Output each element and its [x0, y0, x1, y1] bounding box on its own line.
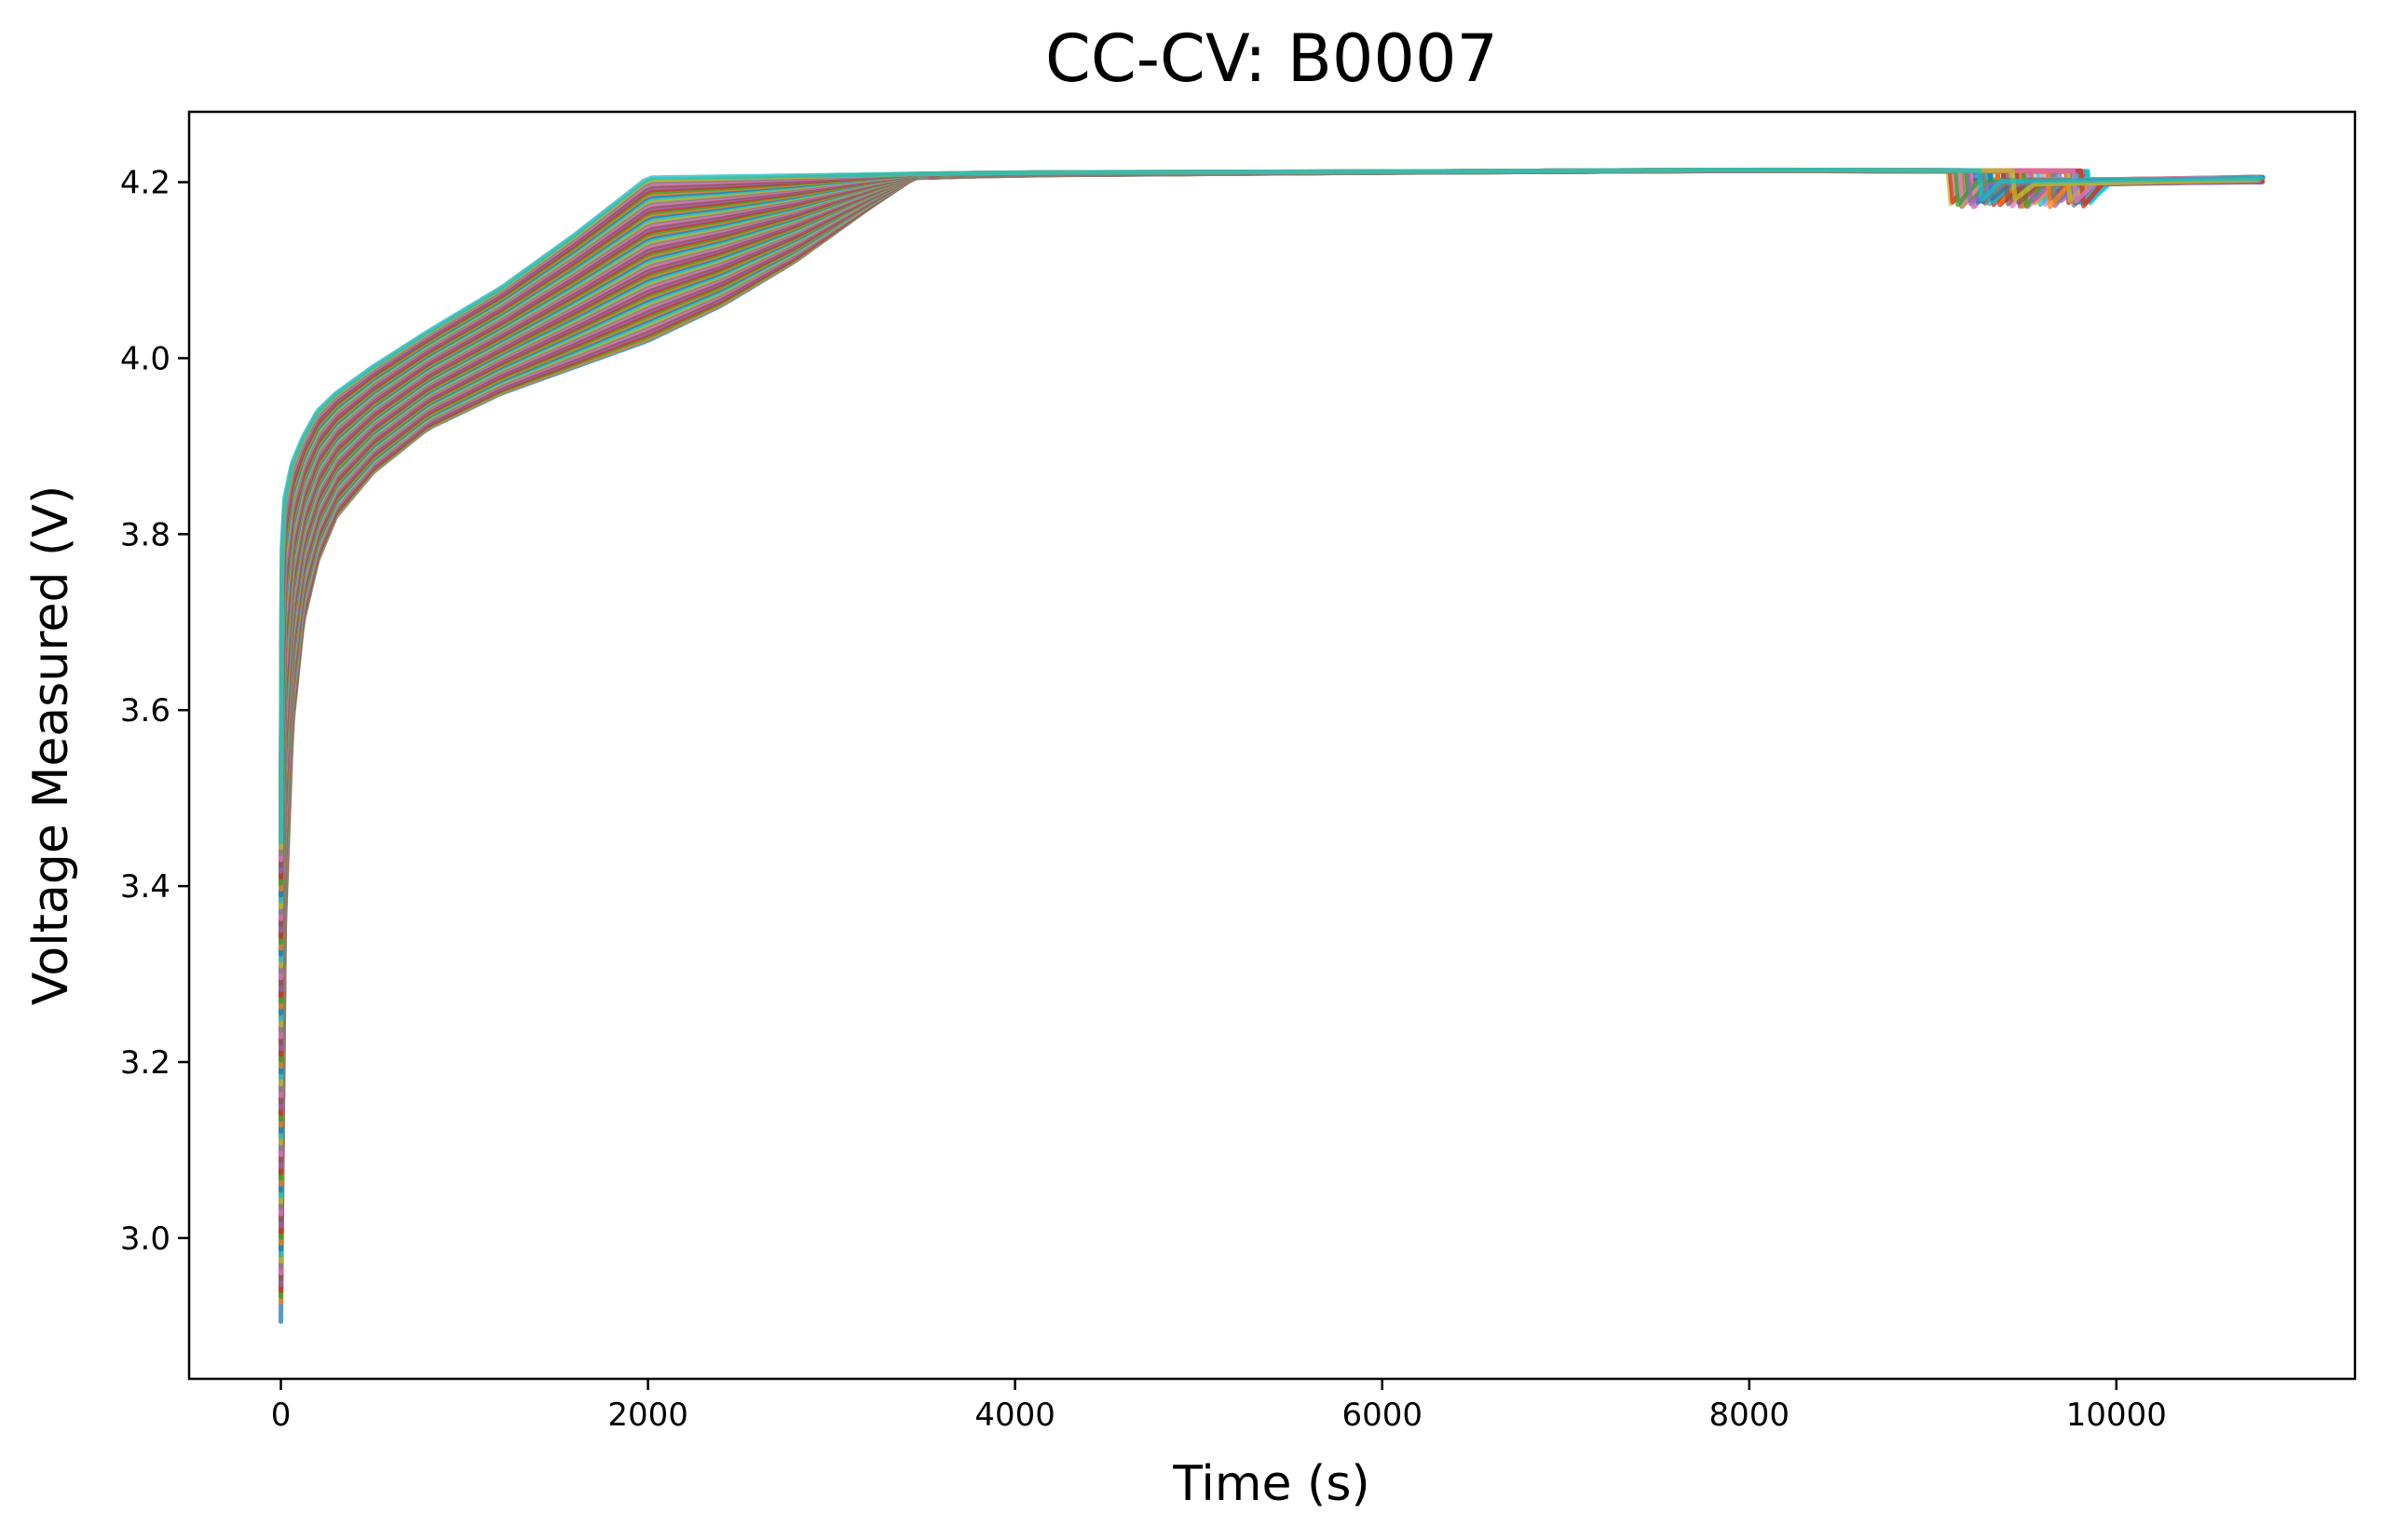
x-axis-label: Time (s)	[1172, 1456, 1369, 1512]
y-tick-label: 3.8	[120, 516, 170, 553]
x-tick-label: 0	[271, 1397, 292, 1434]
y-tick-label: 4.2	[120, 165, 170, 202]
series-line	[279, 168, 2261, 1116]
plot-area	[187, 110, 2357, 1381]
plot-frame	[187, 110, 2357, 1381]
y-tick-label: 4.0	[120, 340, 170, 377]
y-tick-label: 3.2	[120, 1044, 170, 1082]
y-axis-label: Voltage Measured (V)	[23, 485, 79, 1005]
y-tick-label: 3.4	[120, 868, 170, 906]
series-line	[279, 168, 2258, 1111]
y-tick-label: 3.0	[120, 1220, 170, 1258]
x-axis: 0 2000 4000 6000 8000 10000	[271, 1379, 2167, 1434]
chart-title: CC-CV: B0007	[1045, 20, 1498, 97]
series-group	[279, 167, 2266, 1325]
x-tick-label: 2000	[607, 1397, 688, 1434]
x-tick-label: 8000	[1709, 1397, 1790, 1434]
y-tick-label: 3.6	[120, 692, 170, 729]
x-tick-label: 6000	[1341, 1397, 1422, 1434]
y-axis: 3.0 3.2 3.4 3.6 3.8 4.0 4.2	[120, 165, 189, 1258]
x-tick-label: 10000	[2066, 1397, 2167, 1434]
series-line	[279, 167, 2264, 845]
x-tick-label: 4000	[974, 1397, 1055, 1434]
